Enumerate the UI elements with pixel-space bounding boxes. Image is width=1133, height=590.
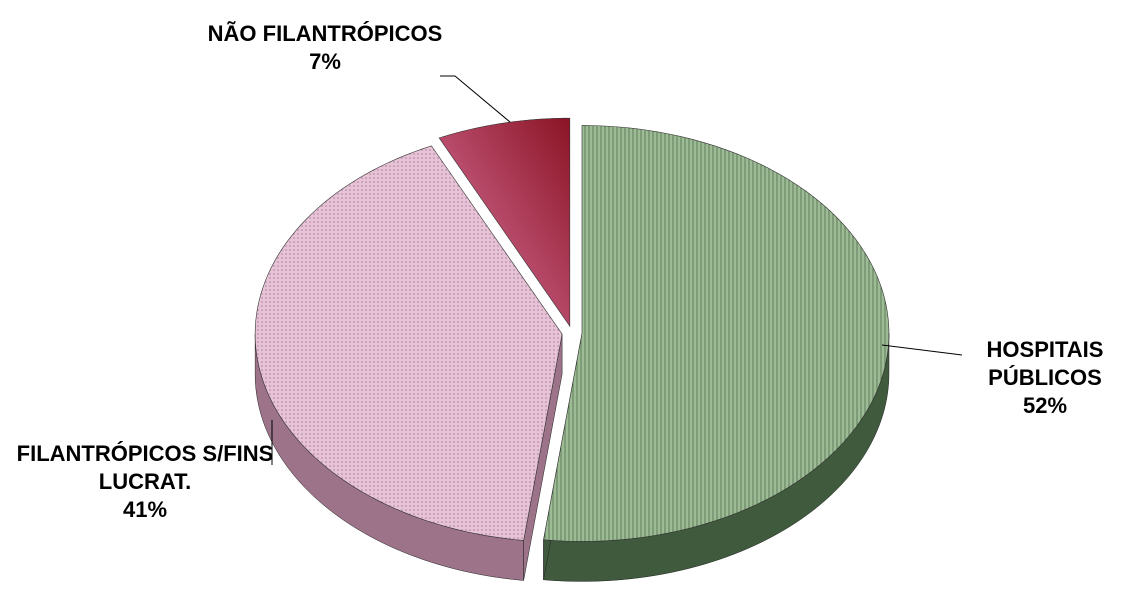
data-label: FILANTRÓPICOS S/FINS LUCRAT. 41% bbox=[15, 440, 275, 524]
leader-line bbox=[881, 344, 963, 356]
category-label: FILANTRÓPICOS S/FINS LUCRAT. bbox=[16, 441, 274, 494]
value-label: 41% bbox=[122, 497, 168, 522]
value-label: 52% bbox=[1022, 393, 1068, 418]
slice bbox=[543, 125, 890, 542]
category-label: HOSPITAIS PÚBLICOS bbox=[986, 337, 1104, 390]
value-label: 7% bbox=[309, 49, 341, 74]
data-label: HOSPITAIS PÚBLICOS 52% bbox=[960, 336, 1130, 420]
slice bbox=[438, 117, 571, 328]
data-label: NÃO FILANTRÓPICOS 7% bbox=[205, 20, 445, 76]
category-label: NÃO FILANTRÓPICOS bbox=[207, 21, 443, 46]
slice bbox=[254, 145, 563, 541]
leader-line bbox=[440, 75, 511, 123]
